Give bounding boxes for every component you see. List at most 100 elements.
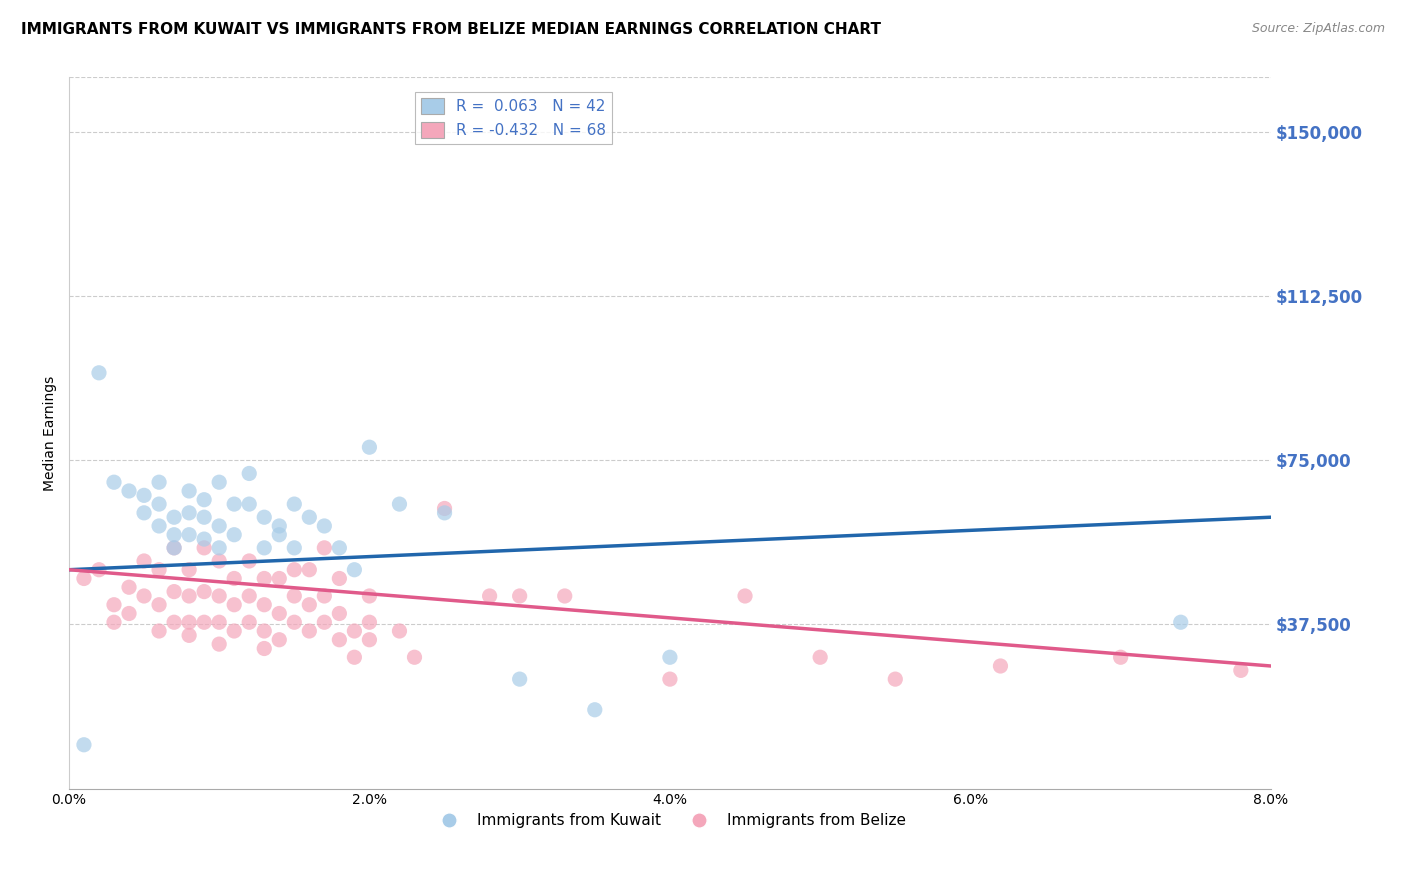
Point (87, 563, 110, 577)
Point (118, 483, 141, 498)
Point (73, 738, 96, 752)
Point (132, 488, 155, 502)
Point (238, 589, 260, 603)
Point (253, 624, 276, 638)
Point (343, 563, 366, 577)
Point (118, 580, 141, 594)
Point (388, 497, 411, 511)
Point (283, 589, 305, 603)
Point (179, 506, 201, 520)
Point (132, 506, 155, 520)
Point (404, 650, 426, 665)
Text: Source: ZipAtlas.com: Source: ZipAtlas.com (1251, 22, 1385, 36)
Point (554, 589, 576, 603)
Point (509, 672, 531, 686)
Point (734, 589, 756, 603)
Point (163, 527, 186, 541)
Point (193, 584, 215, 599)
Point (1109, 650, 1132, 665)
Point (298, 510, 321, 524)
Point (343, 650, 366, 665)
Point (224, 624, 246, 638)
Point (283, 541, 305, 555)
Point (253, 598, 276, 612)
Point (283, 563, 305, 577)
Point (224, 572, 246, 586)
Point (359, 615, 381, 630)
Point (103, 598, 125, 612)
Point (253, 641, 276, 656)
Point (433, 506, 456, 520)
Point (283, 615, 305, 630)
Point (583, 703, 606, 717)
Point (163, 615, 186, 630)
Point (253, 572, 276, 586)
Point (208, 554, 231, 568)
Point (163, 510, 186, 524)
Point (269, 607, 291, 621)
Point (328, 632, 350, 647)
Point (298, 624, 321, 638)
Point (193, 532, 215, 546)
Point (148, 475, 170, 490)
Point (269, 519, 291, 533)
Point (118, 607, 141, 621)
Point (179, 527, 201, 541)
Point (73, 572, 96, 586)
Point (298, 563, 321, 577)
Point (388, 624, 411, 638)
Point (343, 624, 366, 638)
Point (359, 632, 381, 647)
Legend: Immigrants from Kuwait, Immigrants from Belize: Immigrants from Kuwait, Immigrants from … (427, 807, 911, 834)
Point (148, 598, 170, 612)
Point (314, 541, 336, 555)
Point (238, 497, 260, 511)
Point (148, 563, 170, 577)
Point (208, 637, 231, 651)
Point (328, 541, 350, 555)
Point (884, 672, 907, 686)
Y-axis label: Median Earnings: Median Earnings (44, 376, 58, 491)
Point (478, 589, 501, 603)
Point (179, 483, 201, 498)
Point (509, 589, 531, 603)
Point (224, 497, 246, 511)
Point (990, 659, 1012, 673)
Point (283, 497, 305, 511)
Point (359, 440, 381, 454)
Point (132, 589, 155, 603)
Text: IMMIGRANTS FROM KUWAIT VS IMMIGRANTS FROM BELIZE MEDIAN EARNINGS CORRELATION CHA: IMMIGRANTS FROM KUWAIT VS IMMIGRANTS FRO… (21, 22, 882, 37)
Point (238, 467, 260, 481)
Point (132, 554, 155, 568)
Point (1230, 664, 1253, 678)
Point (103, 615, 125, 630)
Point (224, 598, 246, 612)
Point (658, 672, 681, 686)
Point (208, 615, 231, 630)
Point (658, 650, 681, 665)
Point (238, 554, 260, 568)
Point (328, 607, 350, 621)
Point (253, 510, 276, 524)
Point (314, 615, 336, 630)
Point (179, 563, 201, 577)
Point (148, 519, 170, 533)
Point (193, 541, 215, 555)
Point (179, 628, 201, 642)
Point (1170, 615, 1192, 630)
Point (314, 589, 336, 603)
Point (103, 475, 125, 490)
Point (808, 650, 831, 665)
Point (433, 501, 456, 516)
Point (163, 541, 186, 555)
Point (148, 497, 170, 511)
Point (193, 615, 215, 630)
Point (179, 589, 201, 603)
Point (193, 492, 215, 507)
Point (253, 541, 276, 555)
Point (208, 475, 231, 490)
Point (148, 624, 170, 638)
Point (328, 572, 350, 586)
Point (87, 366, 110, 380)
Point (359, 589, 381, 603)
